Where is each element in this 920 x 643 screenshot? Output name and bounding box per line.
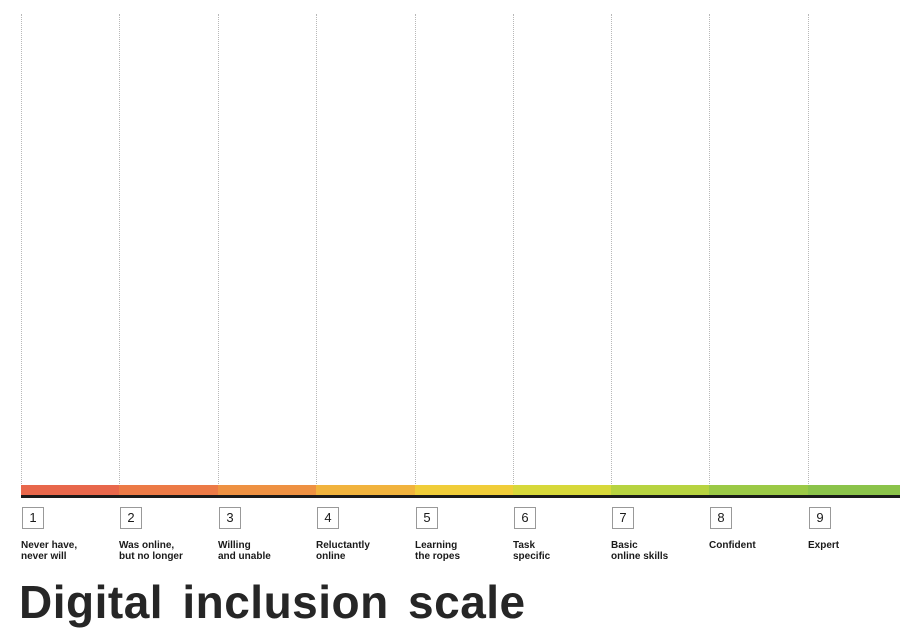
step-label-7: Basic online skills <box>611 540 669 562</box>
gridline-7 <box>611 14 612 484</box>
step-label-1: Never have, never will <box>21 540 78 562</box>
scale-segment-9 <box>808 485 900 495</box>
gridline-5 <box>415 14 416 484</box>
gridline-4 <box>316 14 317 484</box>
scale-segment-4 <box>316 485 415 495</box>
gridline-6 <box>513 14 514 484</box>
step-label-2: Was online, but no longer <box>119 540 183 562</box>
gridline-8 <box>709 14 710 484</box>
scale-segment-8 <box>709 485 808 495</box>
step-number-6: 6 <box>514 507 536 529</box>
scale-segment-3 <box>218 485 316 495</box>
step-number-8: 8 <box>710 507 732 529</box>
scale-baseline <box>21 495 900 498</box>
scale-segment-5 <box>415 485 513 495</box>
gridline-1 <box>21 14 22 484</box>
scale-segment-7 <box>611 485 709 495</box>
step-label-6: Task specific <box>513 540 551 562</box>
step-number-5: 5 <box>416 507 438 529</box>
step-number-2: 2 <box>120 507 142 529</box>
step-label-9: Expert <box>808 540 840 551</box>
step-number-3: 3 <box>219 507 241 529</box>
page-title: Digital inclusion scale <box>19 576 526 628</box>
step-number-7: 7 <box>612 507 634 529</box>
gridline-2 <box>119 14 120 484</box>
scale-segment-1 <box>21 485 119 495</box>
scale-segment-2 <box>119 485 218 495</box>
step-label-4: Reluctantly online <box>316 540 370 562</box>
gridline-9 <box>808 14 809 484</box>
step-label-8: Confident <box>709 540 756 551</box>
gridline-3 <box>218 14 219 484</box>
step-label-3: Willing and unable <box>218 540 271 562</box>
step-number-1: 1 <box>22 507 44 529</box>
scale-segment-6 <box>513 485 611 495</box>
step-number-4: 4 <box>317 507 339 529</box>
step-label-5: Learning the ropes <box>415 540 461 562</box>
step-number-9: 9 <box>809 507 831 529</box>
